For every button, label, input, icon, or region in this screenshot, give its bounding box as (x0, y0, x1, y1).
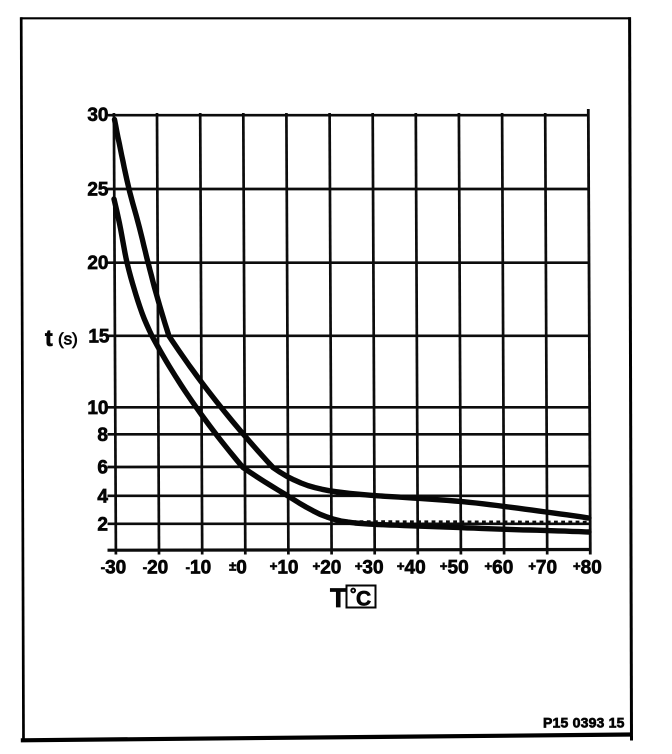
svg-text:±0: ±0 (229, 558, 247, 579)
svg-text:-30: -30 (101, 558, 126, 579)
svg-text:20: 20 (87, 253, 108, 274)
svg-text:+20: +20 (313, 558, 342, 579)
svg-text:8: 8 (97, 425, 108, 446)
svg-text:C: C (356, 588, 371, 611)
svg-text:6: 6 (97, 458, 108, 479)
svg-text:25: 25 (87, 180, 109, 201)
svg-text:+80: +80 (573, 558, 602, 579)
svg-text:4: 4 (97, 486, 108, 507)
svg-text:T: T (330, 583, 347, 613)
svg-text:+60: +60 (485, 558, 514, 579)
svg-text:-10: -10 (186, 558, 211, 579)
svg-text:(s): (s) (58, 330, 78, 349)
svg-text:+40: +40 (397, 558, 426, 579)
svg-text:10: 10 (87, 398, 108, 419)
svg-text:30: 30 (87, 105, 108, 126)
svg-text:+70: +70 (528, 558, 557, 579)
svg-text:°: ° (350, 586, 356, 603)
svg-text:+30: +30 (355, 558, 384, 579)
svg-text:t: t (45, 325, 53, 351)
svg-text:-20: -20 (143, 558, 168, 579)
svg-text:+10: +10 (270, 558, 299, 579)
svg-text:+50: +50 (440, 558, 469, 579)
svg-text:P15 0393 15: P15 0393 15 (543, 715, 625, 731)
svg-text:2: 2 (97, 514, 108, 535)
svg-text:15: 15 (88, 326, 110, 347)
